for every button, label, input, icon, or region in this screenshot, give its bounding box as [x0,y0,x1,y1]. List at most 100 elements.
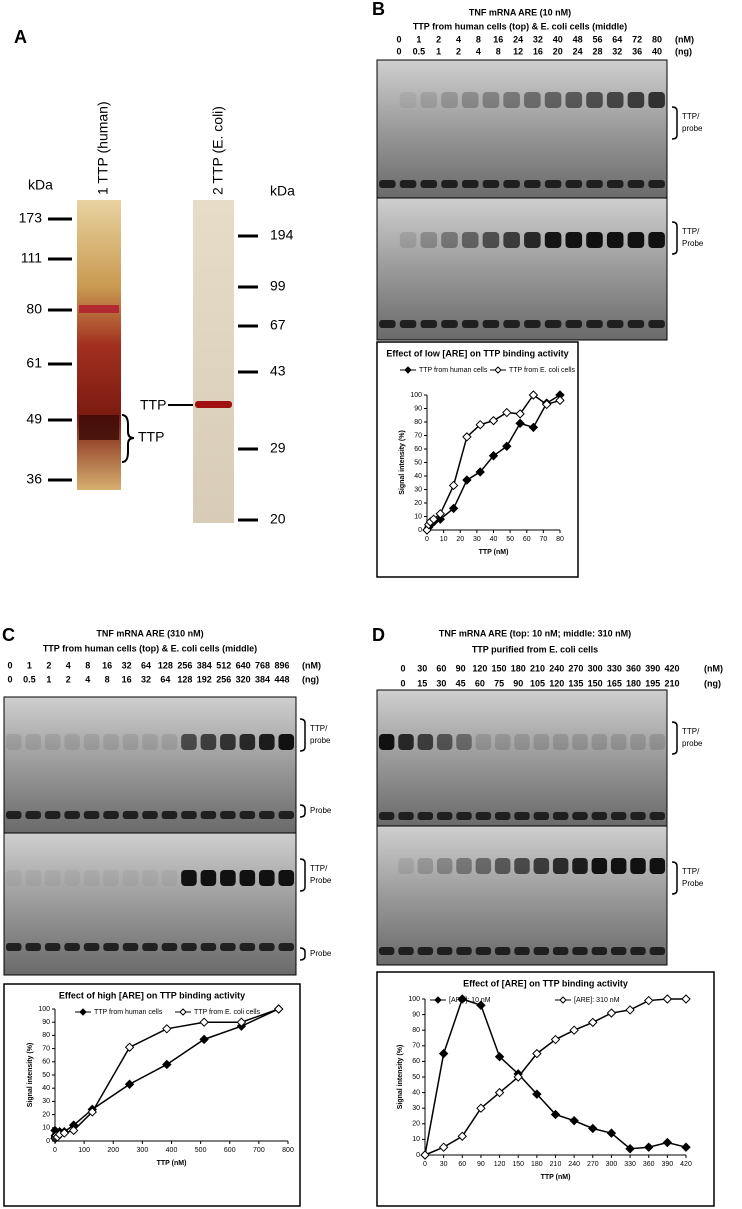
gel-band [417,858,434,874]
gel-band [533,858,550,874]
x-tick-label: 210 [550,1161,562,1168]
gel-band [122,734,139,750]
lane-ng: 32 [141,674,151,684]
lane-nm: 1 [416,34,421,44]
x-tick-label: 700 [253,1147,265,1154]
gel-band [379,180,396,188]
y-tick-label: 40 [414,473,422,480]
y-tick-label: 40 [42,1085,50,1092]
lane-ng: 0.5 [23,674,36,684]
gel-band [399,92,417,108]
x-tick-label: 400 [166,1147,178,1154]
gel-band [44,870,61,886]
marker-label: 36 [26,471,42,487]
gel-band [181,870,197,886]
x-tick-label: 300 [137,1147,149,1154]
lane-nm: 16 [102,660,112,670]
bracket [671,721,678,755]
data-point [448,480,459,491]
marker-label: 61 [26,355,42,371]
gel-band [259,943,275,951]
bracket [299,804,306,818]
legend-marker [404,366,412,374]
x-tick-label: 60 [458,1161,466,1168]
gel-band [503,92,520,108]
y-axis-label: Signal intensity (%) [397,1045,404,1110]
bracket [671,861,678,895]
lane-nm: 48 [573,34,583,44]
gel-band [417,812,434,820]
gel-band [398,858,414,874]
lane-nm: 384 [197,660,212,670]
lane-ng: 2 [456,46,461,56]
gel-band [420,92,438,108]
gel-band [648,92,665,108]
gel-band [417,947,434,955]
gel-band [278,811,295,819]
gel-band [503,180,520,188]
gel-band [475,812,492,820]
gel-band [195,401,232,408]
data-point [124,1079,135,1089]
gel-band [565,180,583,188]
y-tick-label: 30 [412,1105,420,1112]
legend-label: TTP from human cells [419,367,488,374]
gel-band [161,943,178,951]
y-tick-label: 60 [412,1058,420,1065]
y-tick-label: 70 [42,1045,50,1052]
gel [3,832,297,976]
y-tick-label: 20 [42,1111,50,1118]
bracket [299,858,306,892]
lane-ng: 24 [573,46,583,56]
lane-ng: 0 [7,674,12,684]
y-axis-label: Signal intensity (%) [399,430,406,495]
x-tick-label: 0 [423,1161,427,1168]
gel-band [572,734,588,750]
x-tick-label: 150 [512,1161,524,1168]
lane-nm: 896 [274,660,289,670]
gel-band [524,180,541,188]
x-tick-label: 390 [662,1161,674,1168]
data-point [488,451,499,461]
data-point [488,415,499,426]
gel-band [83,870,100,886]
gel-band [649,858,666,874]
data-point [462,432,472,442]
content: A1 TTP (human) 2 TTP (E. coli)kDa kDa17311… [2,0,723,1207]
chart-frame [3,983,301,1207]
lane-ng: 64 [160,674,170,684]
gel-label: Probe [310,949,332,958]
lane-label: 1 TTP (human) [95,101,111,195]
data-point [448,503,459,514]
gel-band [142,943,158,951]
gel-band [503,320,520,328]
gel-band [181,811,197,819]
gel-band [181,734,197,750]
lane-ng: 8 [105,674,110,684]
data-point [199,1034,209,1045]
x-tick-label: 120 [494,1161,506,1168]
legend-marker [79,1008,87,1016]
gel-band [514,734,530,750]
data-point [438,1142,449,1152]
gel-label: probe [310,736,331,745]
gel-band [161,811,178,819]
data-point [435,509,446,519]
data-point [199,1017,209,1027]
gel-band [5,943,22,951]
gel-band [544,180,562,188]
gel-band [378,812,395,820]
gel-band [591,812,608,820]
kda-label: kDa [270,183,295,199]
gel-band [441,180,458,188]
gel-band [591,858,608,874]
marker-label: 20 [270,511,286,527]
y-tick-label: 100 [38,1006,50,1013]
lane-ng: 192 [197,674,212,684]
lane-nm: 180 [511,663,526,673]
data-point [681,994,691,1004]
gel-label: probe [682,739,703,748]
lane-nm: 60 [436,663,446,673]
gel [376,59,668,199]
gel-band [239,943,256,951]
